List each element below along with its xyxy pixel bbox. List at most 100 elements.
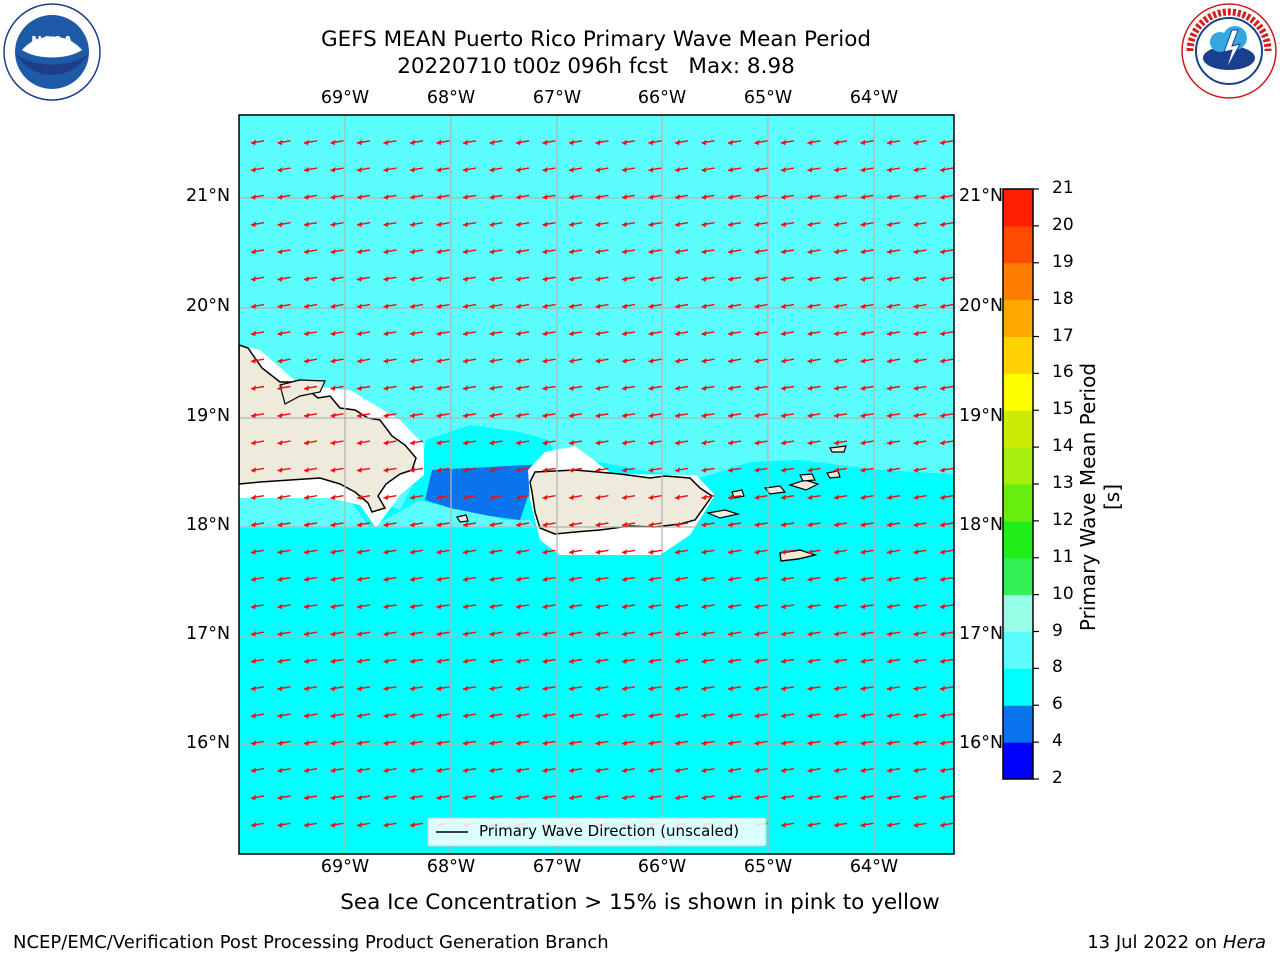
- wave-arrow: [833, 440, 848, 446]
- wave-arrow: [754, 358, 768, 364]
- colorbar-segment: [1003, 557, 1033, 596]
- wave-arrow: [277, 139, 291, 146]
- wave-arrow: [807, 139, 821, 146]
- wave-arrow: [303, 794, 318, 801]
- wave-arrow: [462, 194, 477, 200]
- arrow-legend: [427, 817, 767, 847]
- wave-arrow: [303, 658, 318, 664]
- wave-arrow: [330, 822, 344, 828]
- colorbar-segment: [1003, 336, 1033, 374]
- wave-arrow: [489, 167, 503, 173]
- wave-arrow: [542, 167, 556, 173]
- wave-arrow: [701, 303, 715, 309]
- wave-arrow: [542, 685, 556, 692]
- wave-arrow: [939, 822, 954, 828]
- wave-arrow: [913, 794, 927, 801]
- colorbar-tick-label: 2: [1052, 768, 1063, 788]
- colorbar-tick-label: 16: [1052, 362, 1074, 383]
- wave-arrow: [489, 658, 503, 664]
- wave-arrow: [780, 330, 795, 337]
- wave-arrow: [489, 358, 503, 364]
- wave-arrow: [542, 658, 556, 664]
- wave-arrow: [621, 658, 636, 664]
- wave-arrow: [648, 440, 662, 446]
- wave-arrow: [277, 385, 291, 391]
- lat-label-left: 20°N: [186, 296, 231, 316]
- wave-arrow: [913, 412, 927, 419]
- wave-arrow: [886, 794, 901, 801]
- wave-arrow: [568, 412, 583, 419]
- wave-arrow: [727, 494, 742, 501]
- wave-arrow: [515, 576, 530, 582]
- wave-arrow: [621, 794, 636, 801]
- wave-arrow: [807, 631, 821, 637]
- wave-arrow: [409, 685, 424, 692]
- wave-arrow: [913, 248, 927, 255]
- wave-arrow: [568, 767, 583, 774]
- colorbar-segment: [1003, 410, 1033, 448]
- wave-arrow: [886, 139, 901, 146]
- lon-label-top: 68°W: [426, 88, 476, 108]
- wave-arrow: [568, 713, 583, 719]
- wave-arrow: [886, 412, 901, 419]
- wave-arrow: [595, 412, 609, 419]
- legend-label: Primary Wave Direction (unscaled): [479, 822, 740, 840]
- wave-arrow: [780, 385, 795, 391]
- wave-arrow: [939, 412, 954, 419]
- colorbar-tick-label: 12: [1052, 509, 1074, 530]
- wave-arrow: [409, 549, 424, 555]
- wave-arrow: [913, 494, 927, 501]
- wave-arrow: [277, 194, 291, 200]
- lat-label-left: 21°N: [186, 186, 231, 206]
- wave-arrow: [383, 767, 397, 774]
- wave-arrow: [595, 167, 609, 173]
- wave-arrow: [277, 494, 291, 501]
- wave-arrow: [489, 631, 503, 637]
- footer-machine: Hera: [1222, 932, 1266, 953]
- wave-arrow: [568, 576, 583, 582]
- wave-arrow: [833, 276, 848, 282]
- wave-arrow: [356, 658, 371, 664]
- lon-label-bottom: 66°W: [637, 857, 687, 877]
- wave-arrow: [409, 631, 424, 637]
- wave-arrow: [754, 521, 768, 528]
- wave-arrow: [277, 276, 291, 282]
- wave-arrow: [409, 221, 424, 228]
- wave-arrow: [330, 603, 344, 610]
- wave-arrow: [568, 631, 583, 637]
- colorbar-tick-label: 18: [1052, 288, 1074, 309]
- wave-arrow: [939, 603, 954, 610]
- wave-arrow: [568, 494, 583, 501]
- wave-arrow: [833, 467, 848, 473]
- wave-arrow: [277, 221, 291, 228]
- wave-arrow: [701, 385, 715, 391]
- wave-arrow: [621, 467, 636, 473]
- wave-arrow: [780, 194, 795, 200]
- lon-label-bottom: 69°W: [320, 857, 370, 877]
- wave-arrow: [436, 740, 450, 746]
- wave-arrow: [860, 494, 874, 501]
- wave-arrow: [330, 330, 344, 337]
- wave-arrow: [277, 794, 291, 801]
- wave-arrow: [913, 276, 927, 282]
- wave-arrow: [542, 576, 556, 582]
- wave-arrow: [383, 221, 397, 228]
- wave-arrow: [409, 139, 424, 146]
- sea-ice-note: Sea Ice Concentration > 15% is shown in …: [340, 890, 940, 915]
- wave-arrow: [568, 549, 583, 555]
- wave-arrow: [568, 385, 583, 391]
- wave-arrow: [462, 549, 477, 555]
- wave-arrow: [648, 494, 662, 501]
- wave-arrow: [330, 276, 344, 282]
- lon-label-bottom: 68°W: [426, 857, 476, 877]
- wave-arrow: [701, 358, 715, 364]
- wave-arrow: [250, 685, 265, 692]
- wave-arrow: [436, 248, 450, 255]
- wave-arrow: [489, 440, 503, 446]
- wave-arrow: [303, 167, 318, 173]
- wave-arrow: [542, 549, 556, 555]
- wave-arrow: [595, 740, 609, 746]
- wave-arrow: [780, 740, 795, 746]
- wave-arrow: [409, 658, 424, 664]
- wave-arrow: [913, 658, 927, 664]
